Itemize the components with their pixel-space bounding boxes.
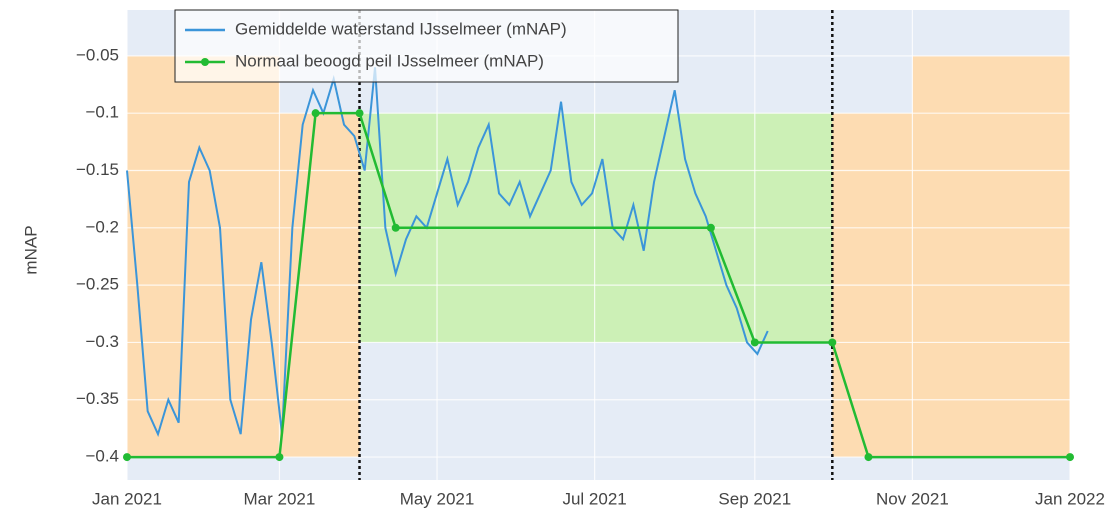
x-tick-label: Mar 2021 [244,489,316,508]
y-tick-label: −0.15 [76,160,119,179]
point [355,109,364,118]
x-tick-label: Jan 2022 [1035,489,1105,508]
legend-marker [201,58,209,66]
x-tick-label: Nov 2021 [876,489,949,508]
y-tick-label: −0.1 [85,103,119,122]
y-tick-label: −0.35 [76,389,119,408]
x-tick-label: Jul 2021 [562,489,626,508]
point [864,453,873,462]
series-line [126,67,769,437]
y-tick-label: −0.25 [76,275,119,294]
x-tick-label: May 2021 [400,489,475,508]
point [828,338,837,347]
legend-label: Normaal beoogd peil IJsselmeer (mNAP) [235,51,544,70]
y-tick-label: −0.3 [85,332,119,351]
point [311,109,320,118]
y-axis-title: mNAP [21,225,40,274]
point [706,223,715,232]
x-tick-label: Jan 2021 [92,489,162,508]
y-tick-label: −0.2 [85,217,119,236]
y-tick-label: −0.05 [76,45,119,64]
x-tick-label: Sep 2021 [718,489,791,508]
band [912,55,1070,458]
legend-box [174,9,679,83]
y-tick-label: −0.4 [85,447,119,466]
series-line [127,111,1070,459]
point [1066,453,1074,462]
point [750,338,759,347]
band [127,55,280,458]
point [123,453,131,462]
legend-label: Gemiddelde waterstand IJsselmeer (mNAP) [235,19,567,38]
point [391,223,400,232]
point [275,453,284,462]
